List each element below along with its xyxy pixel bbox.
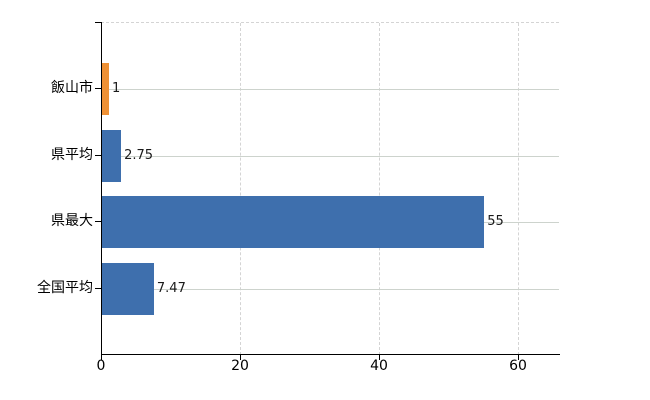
category-label: 県最大: [51, 213, 93, 230]
x-axis-tick-label: 60: [509, 358, 527, 374]
x-axis-tick-label: 0: [96, 358, 106, 374]
x-axis-tick-label: 40: [370, 358, 388, 374]
value-label: 7.47: [156, 280, 186, 296]
value-label: 2.75: [124, 147, 154, 163]
bar-4: [102, 262, 154, 315]
y-axis-tick: [95, 154, 101, 156]
bar-1: [102, 63, 109, 116]
y-axis-tick: [95, 221, 101, 223]
y-axis-end-tick: [95, 22, 101, 23]
value-label: 55: [487, 214, 504, 230]
vertical-gridline: [240, 23, 241, 355]
y-axis-line: [101, 22, 102, 354]
bar-3: [102, 196, 485, 249]
y-axis-tick: [95, 88, 101, 90]
category-gridline: [101, 89, 559, 91]
x-axis-tick: [101, 354, 102, 360]
category-label: 飯山市: [51, 80, 93, 97]
category-gridline: [101, 288, 559, 290]
x-axis-tick: [518, 354, 519, 360]
y-axis-tick: [95, 287, 101, 289]
x-axis-tick: [240, 354, 241, 360]
x-axis-line: [101, 354, 560, 355]
x-axis-tick: [379, 354, 380, 360]
vertical-gridline: [379, 23, 380, 355]
category-gridline: [101, 155, 559, 157]
vertical-gridline: [518, 23, 519, 355]
value-label: 1: [111, 81, 121, 97]
category-label: 県平均: [51, 146, 93, 163]
plot-area: 1 2.75 55 7.47: [101, 22, 559, 355]
x-axis-tick-label: 20: [231, 358, 249, 374]
bar-2: [102, 129, 122, 182]
category-label: 全国平均: [37, 279, 93, 296]
